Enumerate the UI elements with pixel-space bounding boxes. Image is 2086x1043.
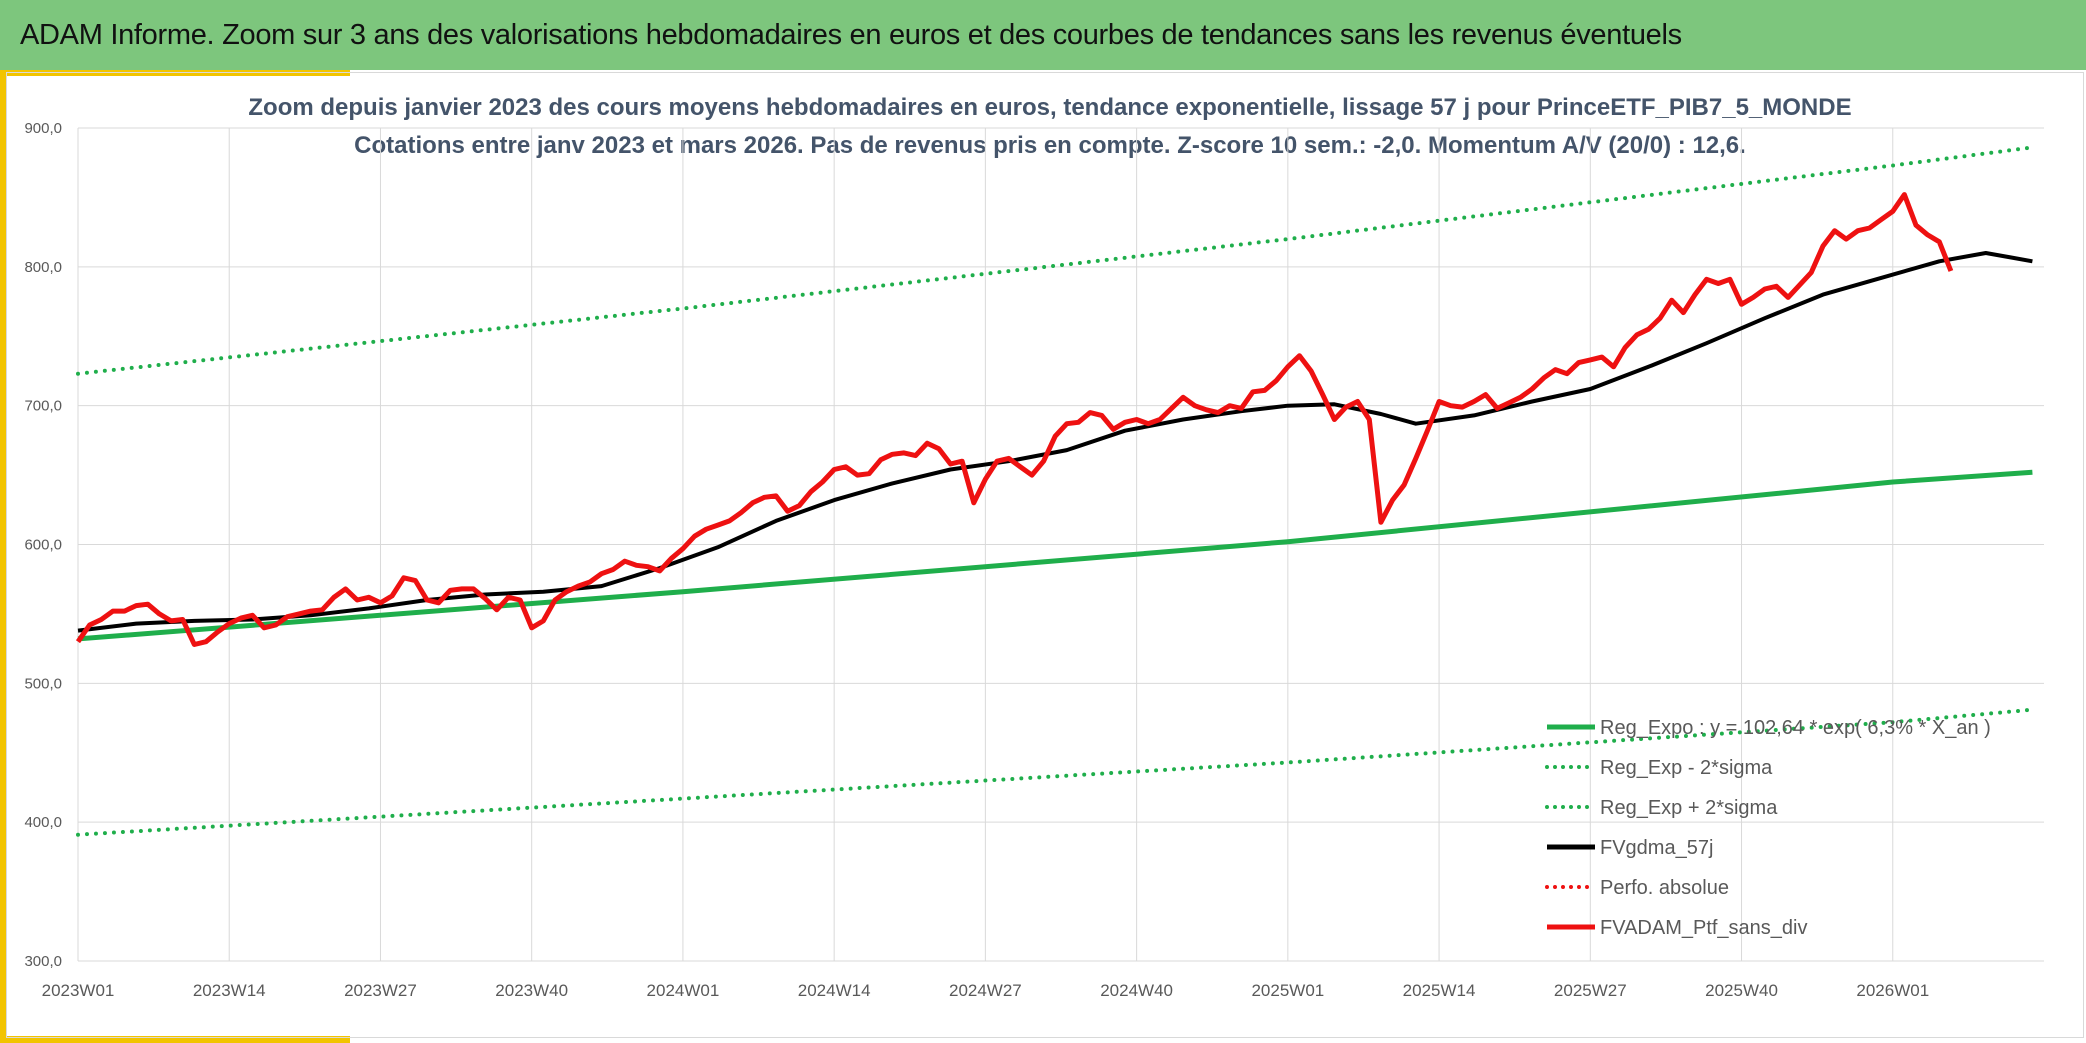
title-bar: ADAM Informe. Zoom sur 3 ans des valoris…: [0, 0, 2086, 70]
x-tick-label: 2025W01: [1251, 981, 1324, 1000]
legend-label: FVADAM_Ptf_sans_div: [1600, 917, 1808, 939]
x-tick-label: 2024W01: [647, 981, 720, 1000]
legend-label: Reg_Expo : y = 102,64 * exp( 6,3% * X_an…: [1600, 717, 1991, 739]
chart-title-line-2: Cotations entre janv 2023 et mars 2026. …: [354, 132, 1746, 159]
page-title: ADAM Informe. Zoom sur 3 ans des valoris…: [20, 18, 1682, 51]
x-tick-label: 2023W27: [344, 981, 417, 1000]
legend-label: Reg_Exp + 2*sigma: [1600, 797, 1778, 819]
x-tick-label: 2023W01: [42, 981, 115, 1000]
series-line-2: [76, 145, 2035, 376]
y-tick-label: 300,0: [24, 953, 62, 970]
y-tick-label: 700,0: [24, 398, 62, 415]
legend-label: Perfo. absolue: [1600, 877, 1729, 899]
series-line-0: [77, 469, 2033, 642]
chart-frame: [6, 72, 2084, 1038]
x-tick-label: 2023W40: [495, 981, 568, 1000]
legend-label: FVgdma_57j: [1600, 837, 1713, 859]
chart-title-line-1: Zoom depuis janvier 2023 des cours moyen…: [248, 94, 1851, 121]
x-tick-label: 2024W14: [798, 981, 871, 1000]
x-tick-label: 2024W27: [949, 981, 1022, 1000]
legend-label: Reg_Exp - 2*sigma: [1600, 757, 1773, 779]
y-tick-label: 800,0: [24, 259, 62, 276]
x-tick-label: 2025W27: [1554, 981, 1627, 1000]
axes: 300,0 400,0 500,0 600,0 700,0 800,0 900,0 2023W…: [24, 120, 1929, 1000]
series-line-4: [75, 192, 1954, 647]
y-tick-label: 500,0: [24, 675, 62, 692]
x-tick-label: 2026W01: [1856, 981, 1929, 1000]
accent-bar-top: [0, 70, 350, 76]
gridlines: [77, 127, 2044, 962]
series-line-1: [76, 707, 2035, 837]
x-tick-label: 2025W40: [1705, 981, 1778, 1000]
series-lines: [75, 145, 2035, 837]
accent-bar-bottom: [0, 1036, 350, 1043]
y-tick-label: 600,0: [24, 537, 62, 554]
accent-bar-left: [0, 70, 6, 1043]
x-tick-label: 2023W14: [193, 981, 266, 1000]
y-tick-label: 900,0: [24, 120, 62, 137]
x-tick-label: 2024W40: [1100, 981, 1173, 1000]
x-tick-label: 2025W14: [1403, 981, 1476, 1000]
y-tick-label: 400,0: [24, 814, 62, 831]
legend: Reg_Expo : y = 102,64 * exp( 6,3% * X_an…: [1545, 717, 1991, 939]
